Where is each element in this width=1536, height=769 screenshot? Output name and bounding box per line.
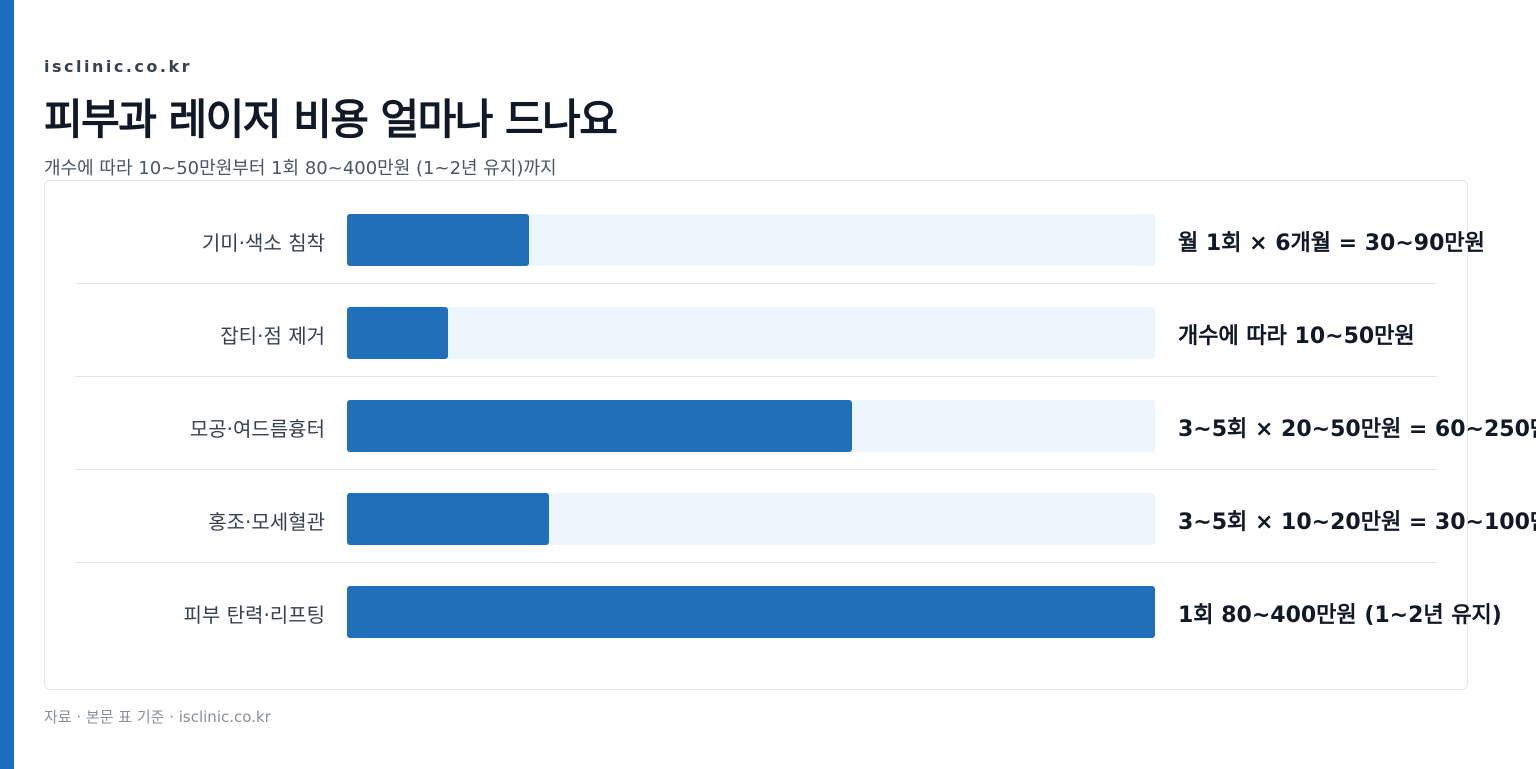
value-label: 3~5회 × 10~20만원 = 30~100만원	[1178, 510, 1536, 535]
bar	[347, 493, 549, 545]
value-label: 3~5회 × 20~50만원 = 60~250만원	[1178, 417, 1536, 442]
site-name: isclinic.co.kr	[44, 57, 192, 76]
accent-strip	[0, 0, 14, 769]
row-separator	[75, 562, 1437, 563]
source-note: 자료 · 본문 표 기준 · isclinic.co.kr	[44, 708, 271, 726]
value-label: 월 1회 × 6개월 = 30~90만원	[1178, 231, 1485, 256]
bar	[347, 214, 529, 266]
subtitle: 개수에 따라 10~50만원부터 1회 80~400만원 (1~2년 유지)까지	[44, 158, 557, 179]
row-separator	[75, 283, 1437, 284]
bar	[347, 307, 448, 359]
row-separator	[75, 376, 1437, 377]
bar-track	[347, 307, 1155, 359]
bar	[347, 400, 852, 452]
value-label: 1회 80~400만원 (1~2년 유지)	[1178, 603, 1502, 628]
value-label: 개수에 따라 10~50만원	[1178, 324, 1415, 349]
category-label: 홍조·모세혈관	[208, 510, 325, 534]
bar	[347, 586, 1155, 638]
category-label: 잡티·점 제거	[220, 324, 325, 348]
page-title: 피부과 레이저 비용 얼마나 드나요	[44, 95, 618, 144]
category-label: 기미·색소 침착	[201, 231, 325, 255]
row-separator	[75, 469, 1437, 470]
chart-card	[44, 180, 1468, 690]
category-label: 피부 탄력·리프팅	[183, 603, 325, 627]
category-label: 모공·여드름흉터	[189, 417, 325, 441]
